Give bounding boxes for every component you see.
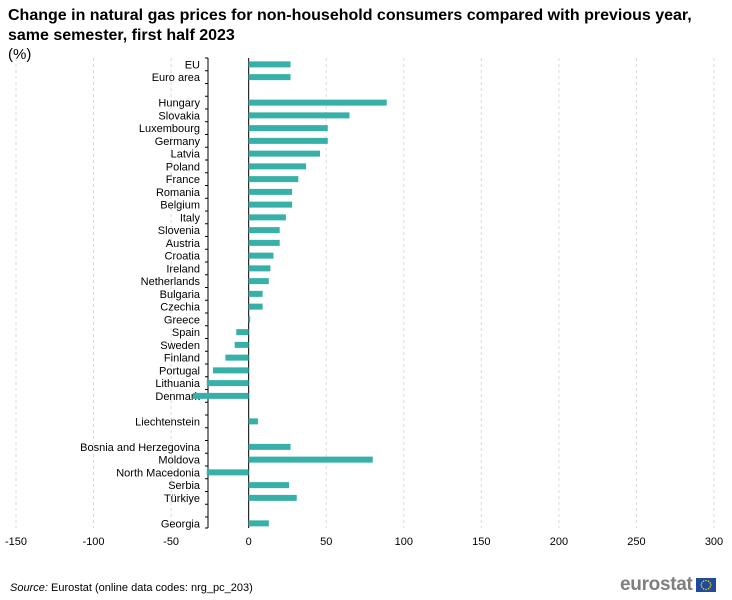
bar — [234, 341, 249, 348]
category-label: Italy — [180, 212, 201, 224]
bar — [248, 290, 263, 297]
category-label: Liechtenstein — [135, 416, 200, 428]
bar — [248, 112, 350, 119]
category-label: Poland — [166, 161, 200, 173]
x-tick-label: -100 — [83, 536, 105, 548]
category-label: Finland — [164, 353, 200, 365]
bar — [248, 316, 251, 323]
bar — [248, 482, 289, 489]
category-label: Croatia — [165, 251, 201, 263]
chart-title: Change in natural gas prices for non-hou… — [8, 7, 692, 44]
bar — [248, 99, 387, 106]
bar — [248, 303, 263, 310]
category-label: Germany — [155, 136, 201, 148]
bar — [206, 380, 249, 387]
category-label: Sweden — [160, 340, 200, 352]
category-label: Lithuania — [155, 378, 201, 390]
category-label: Hungary — [158, 98, 200, 110]
category-label: France — [166, 174, 200, 186]
bar — [236, 329, 249, 336]
eu-flag-icon — [695, 578, 716, 592]
bar — [248, 443, 291, 450]
category-label: North Macedonia — [116, 467, 201, 479]
bar — [225, 354, 249, 361]
bar — [248, 150, 321, 157]
source-label: Source: — [10, 582, 48, 594]
bar — [248, 176, 299, 183]
bar — [248, 163, 307, 170]
category-label: Bulgaria — [160, 289, 201, 301]
x-tick-label: 200 — [550, 536, 568, 548]
x-tick-label: 100 — [395, 536, 413, 548]
bar — [248, 265, 271, 272]
x-tick-label: -50 — [163, 536, 179, 548]
bar — [248, 125, 328, 132]
bar — [248, 418, 258, 425]
category-label: Ireland — [166, 263, 200, 275]
logo-text: eurostat — [620, 574, 693, 595]
bar — [206, 469, 249, 476]
bar — [212, 367, 249, 374]
bar — [248, 137, 328, 144]
category-label: Romania — [156, 187, 201, 199]
bar — [248, 239, 280, 246]
bar — [248, 74, 291, 81]
x-tick-label: 250 — [627, 536, 645, 548]
category-label: Slovakia — [158, 110, 200, 122]
bar — [248, 494, 297, 501]
x-tick-label: 50 — [320, 536, 332, 548]
category-label: Moldova — [158, 455, 200, 467]
bar — [248, 278, 269, 285]
source-note: Source: Eurostat (online data codes: nrg… — [10, 582, 253, 594]
bar — [248, 61, 291, 68]
bar — [248, 214, 286, 221]
category-label: EU — [185, 59, 200, 71]
category-label: Belgium — [160, 200, 200, 212]
category-label: Euro area — [152, 72, 201, 84]
category-label: Latvia — [171, 149, 201, 161]
bar — [248, 188, 293, 195]
category-label: Netherlands — [141, 276, 201, 288]
x-tick-label: -150 — [5, 536, 27, 548]
bar — [192, 392, 249, 399]
category-label: Denmark — [155, 391, 200, 403]
eurostat-logo: eurostat — [620, 574, 716, 596]
category-label: Türkiye — [164, 493, 200, 505]
category-label: Portugal — [159, 365, 200, 377]
x-tick-label: 150 — [472, 536, 490, 548]
category-label: Greece — [164, 314, 200, 326]
category-label: Austria — [166, 238, 201, 250]
category-label: Spain — [172, 327, 200, 339]
category-label: Serbia — [168, 480, 201, 492]
category-label: Georgia — [161, 518, 201, 530]
x-tick-label: 0 — [246, 536, 252, 548]
bar — [248, 520, 269, 527]
bar — [248, 201, 293, 208]
bar — [248, 456, 373, 463]
x-tick-label: 300 — [705, 536, 723, 548]
category-label: Luxembourg — [139, 123, 200, 135]
category-label: Bosnia and Herzegovina — [80, 442, 201, 454]
category-label: Czechia — [160, 302, 201, 314]
category-label: Slovenia — [158, 225, 201, 237]
bar — [248, 252, 274, 259]
unit-label: (%) — [8, 46, 32, 63]
source-text: Eurostat (online data codes: nrg_pc_203) — [50, 582, 253, 594]
bar — [248, 227, 280, 234]
